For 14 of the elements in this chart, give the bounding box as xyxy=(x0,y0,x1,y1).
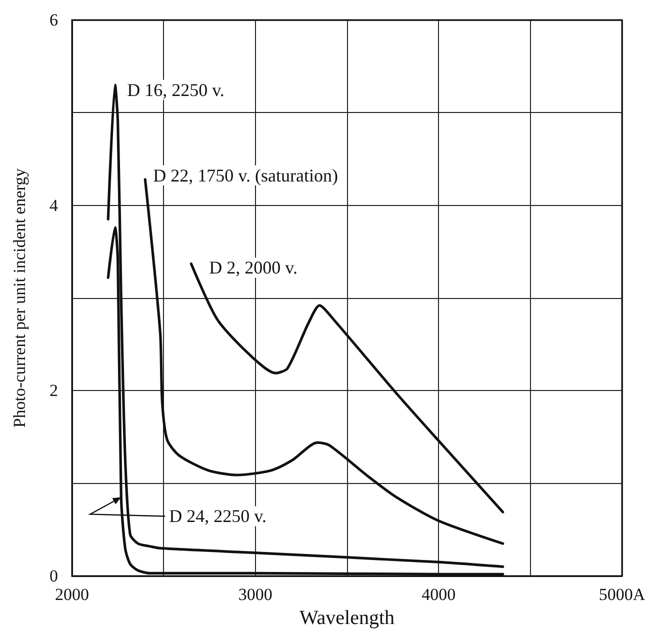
y-axis-title: Photo-current per unit incident energy xyxy=(10,168,29,428)
annotation: D 22, 1750 v. (saturation) xyxy=(153,165,338,186)
annotation: D 16, 2250 v. xyxy=(127,80,224,100)
x-tick-label: 2000 xyxy=(55,585,89,604)
y-tick-label: 0 xyxy=(50,566,58,586)
x-tick-label: 3000 xyxy=(238,585,272,604)
annotation: D 24, 2250 v. xyxy=(169,506,266,526)
x-tick-label: 4000 xyxy=(422,585,456,604)
x-tick-label: 5000A xyxy=(598,585,646,604)
annotation: D 2, 2000 v. xyxy=(209,258,298,278)
y-tick-label: 2 xyxy=(50,381,58,400)
y-tick-label: 4 xyxy=(50,196,58,215)
x-axis-title: Wavelength xyxy=(299,606,395,629)
y-tick-label: 6 xyxy=(50,10,58,30)
